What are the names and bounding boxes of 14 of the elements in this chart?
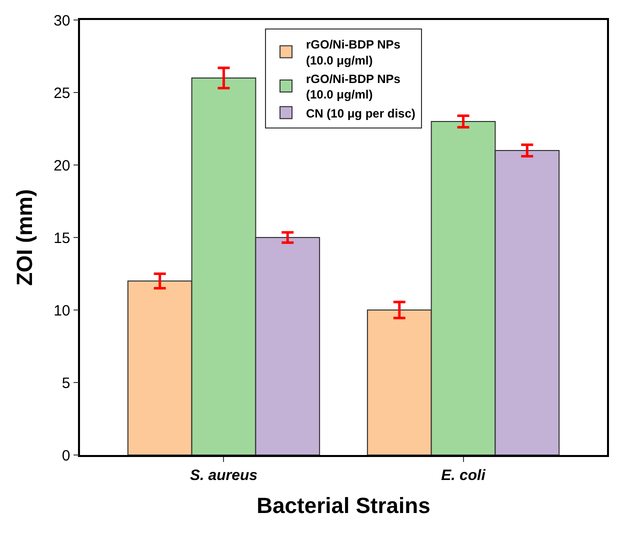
y-axis-title: ZOI (mm) [12,189,37,286]
x-axis-title: Bacterial Strains [256,493,430,518]
y-tick-label: 0 [62,447,70,464]
y-tick-label: 20 [54,157,70,174]
x-tick-label: E. coli [441,466,486,484]
x-tick-label: S. aureus [190,466,258,484]
legend-label: rGO/Ni-BDP NPs (10.0 μg/ml) [306,38,401,68]
y-tick-label: 25 [54,84,70,102]
y-tick-label: 5 [62,374,70,392]
y-tick-label: 10 [54,302,70,320]
legend-label: CN (10 μg per disc) [306,106,416,120]
legend-label: rGO/Ni-BDP NPs (10.0 μg/ml) [306,72,401,102]
y-tick-label: 30 [54,12,70,30]
y-tick-label: 15 [54,230,70,247]
